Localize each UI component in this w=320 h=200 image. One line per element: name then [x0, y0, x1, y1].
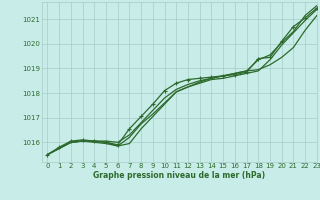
X-axis label: Graphe pression niveau de la mer (hPa): Graphe pression niveau de la mer (hPa): [93, 171, 265, 180]
